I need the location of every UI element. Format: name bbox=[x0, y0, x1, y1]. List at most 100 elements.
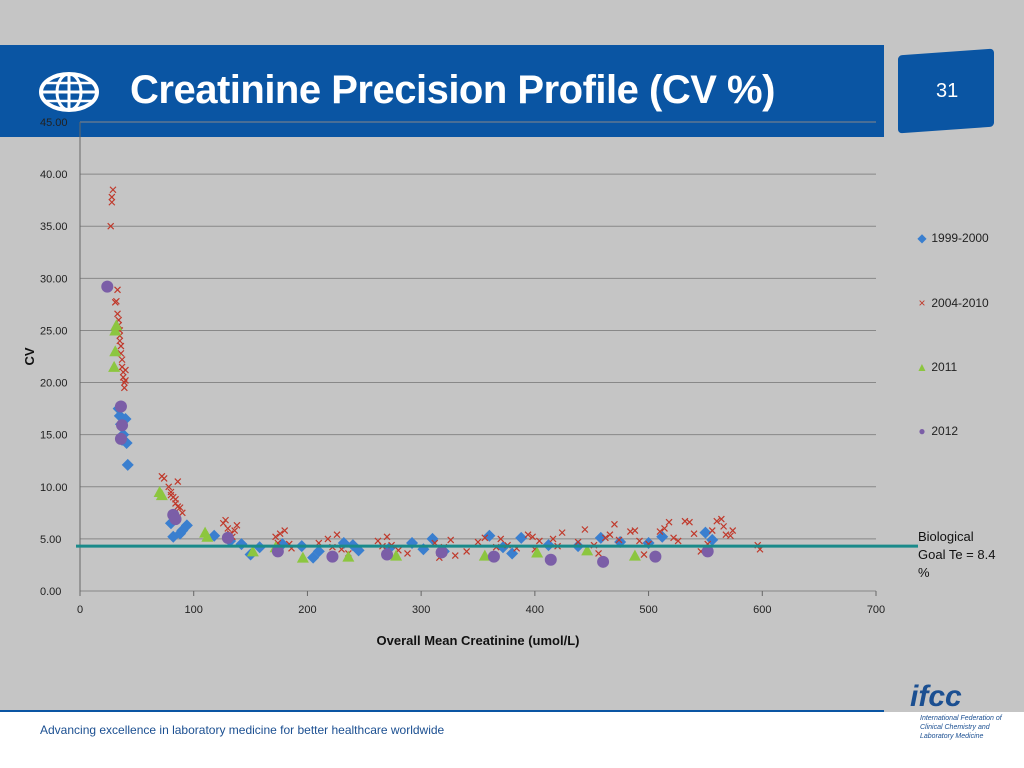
y-tick-label: 25.00 bbox=[40, 325, 68, 337]
y-tick-label: 35.00 bbox=[40, 221, 68, 233]
data-point-2004-2010 bbox=[606, 531, 614, 539]
data-point-2004-2010 bbox=[383, 533, 391, 541]
footer-tagline: Advancing excellence in laboratory medic… bbox=[40, 723, 445, 737]
data-point-2004-2010 bbox=[601, 534, 609, 542]
data-point-2004-2010 bbox=[524, 531, 532, 539]
slide-title: Creatinine Precision Profile (CV %) bbox=[130, 68, 775, 112]
data-point-2004-2010 bbox=[176, 504, 184, 512]
data-point-1999-2000 bbox=[121, 458, 134, 471]
data-point-1999-2000 bbox=[235, 538, 248, 551]
data-point-2011 bbox=[342, 550, 355, 562]
data-point-2012 bbox=[544, 553, 557, 566]
data-point-2004-2010 bbox=[451, 552, 459, 559]
data-point-2012 bbox=[114, 432, 127, 445]
legend-marker-diamond: ◆ bbox=[917, 231, 927, 245]
data-point-2004-2010 bbox=[276, 530, 284, 538]
data-point-1999-2000 bbox=[180, 519, 193, 532]
data-point-2004-2010 bbox=[160, 475, 168, 482]
data-point-2012 bbox=[101, 280, 114, 293]
data-point-2012 bbox=[597, 555, 610, 568]
data-point-2011 bbox=[581, 544, 594, 556]
y-tick-label: 5.00 bbox=[40, 534, 61, 546]
x-tick-label: 500 bbox=[639, 604, 657, 616]
page-number: 31 bbox=[936, 80, 959, 102]
data-point-1999-2000 bbox=[656, 530, 669, 543]
y-tick-label: 0.00 bbox=[40, 586, 61, 598]
data-point-2012 bbox=[701, 545, 714, 558]
y-tick-label: 10.00 bbox=[40, 482, 68, 494]
data-point-1999-2000 bbox=[426, 532, 439, 545]
data-point-2004-2010 bbox=[640, 551, 648, 558]
y-tick-label: 20.00 bbox=[40, 378, 68, 390]
data-point-2004-2010 bbox=[549, 535, 557, 543]
data-point-2011 bbox=[531, 546, 544, 558]
legend-label: 2011 bbox=[931, 360, 958, 374]
data-point-2004-2010 bbox=[119, 373, 127, 381]
data-point-2004-2010 bbox=[535, 537, 543, 545]
data-point-2012 bbox=[116, 419, 129, 432]
data-point-2004-2010 bbox=[497, 535, 505, 543]
data-point-2012 bbox=[271, 545, 284, 558]
data-point-2011 bbox=[108, 360, 121, 372]
data-point-2012 bbox=[326, 550, 339, 563]
data-point-2012 bbox=[649, 550, 662, 563]
data-point-2004-2010 bbox=[281, 527, 289, 534]
data-point-1999-2000 bbox=[594, 531, 607, 544]
data-point-2004-2010 bbox=[231, 527, 239, 534]
data-point-2004-2010 bbox=[631, 527, 639, 534]
data-point-2012 bbox=[435, 546, 448, 559]
data-point-2011 bbox=[296, 551, 309, 563]
data-point-2004-2010 bbox=[333, 531, 341, 539]
data-point-2004-2010 bbox=[463, 547, 471, 555]
data-point-2012 bbox=[487, 550, 500, 563]
data-point-2012 bbox=[221, 531, 234, 544]
data-point-2004-2010 bbox=[224, 525, 232, 532]
x-tick-label: 700 bbox=[867, 604, 885, 616]
data-point-2011 bbox=[201, 530, 214, 542]
data-point-2004-2010 bbox=[558, 529, 566, 537]
data-point-2004-2010 bbox=[611, 520, 618, 528]
legend-label: 2004-2010 bbox=[931, 296, 989, 310]
data-point-2011 bbox=[390, 549, 403, 561]
data-point-1999-2000 bbox=[515, 531, 528, 544]
data-point-2004-2010 bbox=[178, 509, 186, 517]
ifcc-logo: ifcc bbox=[910, 680, 962, 713]
globe-icon bbox=[39, 72, 99, 112]
data-point-2004-2010 bbox=[167, 488, 175, 496]
ifcc-logo-subtitle: International Federation of Clinical Che… bbox=[920, 715, 1002, 740]
data-point-2011 bbox=[628, 549, 641, 561]
data-point-2004-2010 bbox=[174, 503, 182, 511]
x-axis-label: Overall Mean Creatinine (umol/L) bbox=[377, 633, 580, 648]
footer-divider bbox=[0, 710, 884, 712]
data-point-2004-2010 bbox=[114, 310, 121, 318]
y-axis-label: CV bbox=[22, 347, 37, 365]
data-point-1999-2000 bbox=[699, 526, 712, 539]
data-point-2012 bbox=[381, 548, 394, 561]
data-point-2004-2010 bbox=[481, 534, 489, 542]
data-point-2004-2010 bbox=[324, 535, 332, 543]
data-point-2004-2010 bbox=[670, 534, 678, 542]
data-point-2004-2010 bbox=[272, 533, 280, 541]
data-point-2004-2010 bbox=[529, 533, 537, 541]
y-tick-label: 15.00 bbox=[40, 430, 68, 442]
data-point-2004-2010 bbox=[107, 222, 115, 230]
data-point-2004-2010 bbox=[447, 536, 455, 544]
data-point-2011 bbox=[110, 319, 123, 331]
legend-item-2012: ● 2012 bbox=[916, 424, 958, 438]
footer bbox=[0, 712, 1024, 768]
y-tick-label: 40.00 bbox=[40, 169, 68, 181]
legend-marker-x: × bbox=[918, 296, 926, 310]
x-tick-label: 100 bbox=[185, 604, 203, 616]
data-point-2004-2010 bbox=[661, 525, 668, 532]
data-point-2004-2010 bbox=[674, 537, 682, 545]
data-point-2004-2010 bbox=[720, 522, 728, 530]
data-point-2004-2010 bbox=[656, 528, 664, 536]
data-point-2004-2010 bbox=[112, 297, 120, 305]
data-point-2004-2010 bbox=[120, 384, 128, 392]
data-point-2004-2010 bbox=[686, 518, 693, 526]
data-point-2004-2010 bbox=[615, 536, 623, 544]
data-point-2011 bbox=[478, 549, 491, 561]
data-point-2004-2010 bbox=[233, 521, 241, 529]
data-point-2004-2010 bbox=[118, 356, 126, 364]
